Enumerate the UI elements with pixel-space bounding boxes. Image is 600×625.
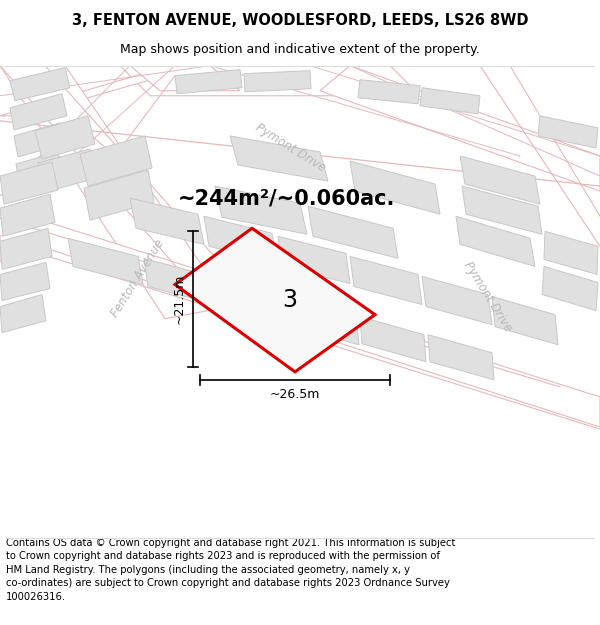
Polygon shape	[218, 279, 289, 324]
Polygon shape	[0, 228, 52, 269]
Polygon shape	[460, 156, 540, 204]
Polygon shape	[542, 266, 598, 311]
Text: Fenton Avenue: Fenton Avenue	[109, 238, 167, 320]
Polygon shape	[10, 68, 70, 101]
Polygon shape	[350, 256, 422, 304]
Text: Pymont Drive: Pymont Drive	[253, 121, 328, 175]
Polygon shape	[320, 66, 600, 191]
Text: ~26.5m: ~26.5m	[270, 388, 320, 401]
Polygon shape	[244, 71, 311, 92]
Polygon shape	[492, 296, 558, 345]
Polygon shape	[290, 299, 359, 345]
Polygon shape	[278, 236, 350, 284]
Text: Pymont Drive: Pymont Drive	[461, 259, 515, 334]
Text: 3: 3	[282, 288, 297, 312]
Text: 3, FENTON AVENUE, WOODLESFORD, LEEDS, LS26 8WD: 3, FENTON AVENUE, WOODLESFORD, LEEDS, LS…	[72, 13, 528, 28]
Text: Contains OS data © Crown copyright and database right 2021. This information is : Contains OS data © Crown copyright and d…	[6, 538, 455, 602]
Polygon shape	[84, 170, 154, 220]
Polygon shape	[230, 136, 328, 181]
Polygon shape	[544, 231, 598, 274]
Polygon shape	[360, 317, 426, 362]
Polygon shape	[175, 69, 242, 94]
Polygon shape	[0, 66, 230, 319]
Polygon shape	[68, 238, 143, 284]
Polygon shape	[0, 162, 58, 204]
Text: ~244m²/~0.060ac.: ~244m²/~0.060ac.	[178, 188, 395, 208]
Polygon shape	[0, 294, 46, 333]
Polygon shape	[215, 186, 307, 234]
Polygon shape	[120, 66, 420, 96]
Text: ~21.5m: ~21.5m	[173, 274, 186, 324]
Polygon shape	[80, 136, 152, 186]
Polygon shape	[420, 88, 480, 114]
Polygon shape	[0, 221, 600, 427]
Polygon shape	[10, 94, 67, 130]
Polygon shape	[350, 161, 440, 214]
Polygon shape	[0, 262, 50, 301]
Polygon shape	[144, 258, 216, 304]
Polygon shape	[462, 186, 542, 234]
Polygon shape	[428, 335, 494, 380]
Polygon shape	[204, 216, 277, 263]
Polygon shape	[175, 228, 375, 372]
Polygon shape	[14, 123, 64, 157]
Polygon shape	[0, 66, 200, 116]
Polygon shape	[16, 152, 62, 186]
Polygon shape	[0, 194, 55, 236]
Polygon shape	[38, 149, 97, 192]
Polygon shape	[358, 79, 420, 104]
Text: Map shows position and indicative extent of the property.: Map shows position and indicative extent…	[120, 42, 480, 56]
Polygon shape	[308, 206, 398, 258]
Polygon shape	[130, 66, 240, 91]
Polygon shape	[456, 216, 535, 266]
Polygon shape	[422, 276, 492, 324]
Polygon shape	[130, 198, 204, 244]
Polygon shape	[538, 116, 598, 148]
Polygon shape	[35, 116, 95, 159]
